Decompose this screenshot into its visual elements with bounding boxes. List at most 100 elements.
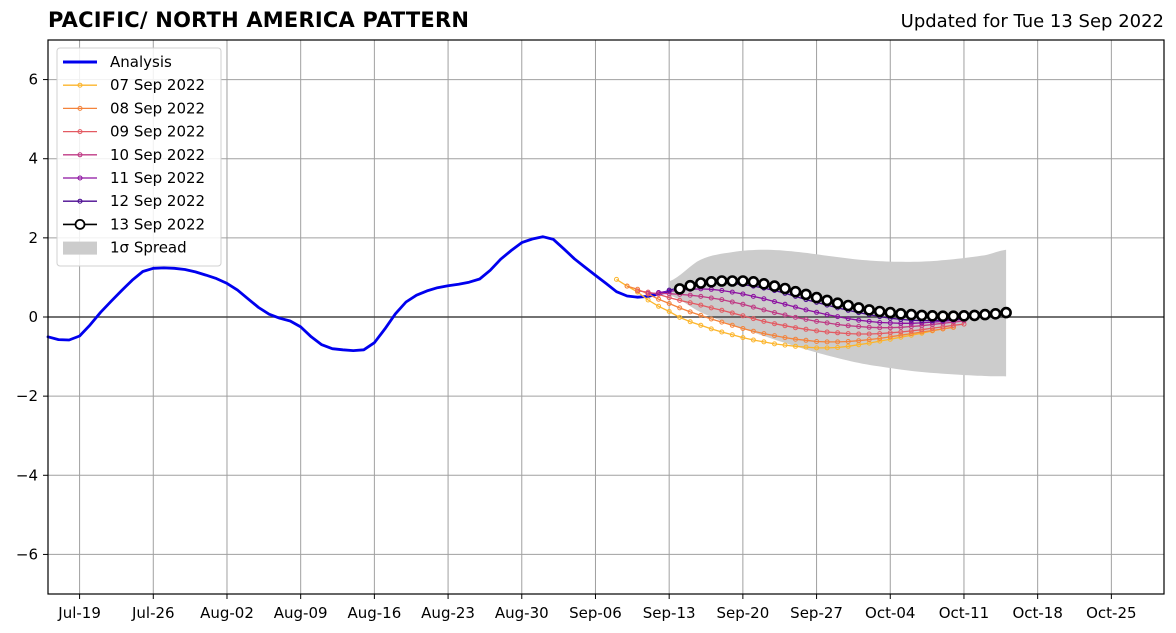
forecast-point: [1000, 306, 1012, 319]
forecast-line: [648, 292, 965, 329]
analysis-line-layer: [46, 235, 671, 353]
forecast-point: [810, 291, 823, 304]
forecast-point: [782, 335, 788, 341]
x-tick-label: Oct-25: [1086, 604, 1136, 622]
x-tick-label: Aug-09: [274, 604, 328, 622]
forecast-point: [824, 329, 830, 335]
forecast-point: [772, 310, 777, 316]
forecast-point: [793, 325, 798, 331]
forecast-point: [708, 316, 714, 322]
forecast-series: [645, 290, 967, 331]
forecast-point: [761, 339, 767, 345]
forecast-point: [772, 299, 777, 305]
legend-entry: 09 Sep 2022: [63, 123, 205, 141]
forecast-point: [715, 275, 728, 287]
forecast-point: [758, 277, 770, 290]
legend-swatch-marker: [77, 105, 83, 111]
forecast-point: [772, 341, 777, 347]
forecast-point: [645, 290, 651, 296]
forecast-point: [719, 329, 725, 335]
legend-label: 09 Sep 2022: [110, 123, 205, 141]
forecast-point: [779, 282, 791, 295]
forecast-point: [950, 322, 956, 328]
forecast-point: [698, 302, 704, 308]
forecast-point: [666, 309, 672, 314]
forecast-point: [877, 325, 883, 331]
x-axis-ticks: Jul-19 Jul-26 Aug-02 Aug-09 Aug-16 Aug-23 Aug-…: [57, 594, 1137, 622]
forecast-point: [803, 344, 809, 350]
forecast-point: [750, 293, 756, 299]
forecast-point: [750, 304, 756, 310]
forecast-point: [845, 323, 851, 329]
forecast-point: [814, 328, 820, 334]
updated-date: Updated for Tue 13 Sep 2022: [900, 11, 1164, 32]
forecast-point: [782, 301, 788, 307]
forecast-point: [961, 321, 967, 327]
forecast-point: [793, 314, 798, 320]
legend-label: Analysis: [110, 53, 172, 71]
forecast-point: [908, 331, 914, 337]
forecast-series: [673, 275, 1012, 323]
forecast-point: [719, 307, 725, 313]
forecast-point: [915, 309, 928, 322]
forecast-point: [737, 275, 749, 287]
forecast-point: [803, 337, 809, 343]
forecast-point: [729, 289, 735, 295]
x-tick-label: Aug-02: [200, 604, 254, 622]
forecast-point: [740, 301, 746, 307]
forecast-point: [666, 287, 672, 293]
forecast-point: [814, 345, 820, 351]
y-tick-label: −2: [16, 387, 38, 405]
forecast-point: [698, 293, 704, 299]
forecast-series: [624, 283, 956, 345]
forecast-point: [884, 306, 897, 319]
x-tick-label: Sep-20: [716, 604, 769, 622]
forecast-point: [863, 304, 876, 316]
forecast-point: [937, 310, 949, 323]
forecast-point: [958, 309, 970, 322]
x-tick-label: Jul-19: [57, 604, 101, 622]
forecast-point: [856, 338, 862, 344]
forecast-point: [845, 331, 851, 337]
legend-entry: 13 Sep 2022: [63, 215, 205, 233]
forecast-point: [835, 322, 841, 327]
legend-entry: Analysis: [63, 53, 172, 71]
forecast-point: [824, 345, 830, 351]
forecast-point: [800, 288, 812, 301]
forecast-point: [708, 305, 714, 311]
forecast-point: [768, 280, 781, 292]
forecast-point: [624, 283, 630, 289]
forecast-point: [898, 329, 904, 335]
forecast-line: [616, 278, 954, 349]
forecast-point: [979, 308, 991, 321]
forecast-point: [789, 285, 802, 298]
legend-entry: 1σ Spread: [63, 239, 187, 257]
forecast-point: [908, 320, 914, 326]
forecast-point: [782, 342, 788, 348]
forecast-point: [814, 309, 820, 315]
x-tick-label: Aug-30: [495, 604, 549, 622]
forecast-point: [845, 339, 851, 344]
forecast-point: [740, 313, 746, 319]
x-tick-label: Oct-18: [1012, 604, 1062, 622]
legend-label: 12 Sep 2022: [110, 192, 205, 210]
legend-label: 11 Sep 2022: [110, 169, 205, 187]
forecast-point: [708, 326, 714, 332]
forecast-point: [835, 314, 841, 320]
forecast-point: [947, 310, 960, 323]
forecast-point: [705, 275, 718, 288]
forecast-point: [898, 332, 904, 338]
forecast-point: [719, 297, 725, 303]
forecast-point: [666, 301, 672, 306]
forecast-point: [835, 345, 841, 350]
x-tick-label: Sep-27: [790, 604, 843, 622]
forecast-point: [761, 296, 767, 302]
y-tick-label: 4: [28, 150, 38, 168]
legend-entry: 12 Sep 2022: [63, 192, 205, 210]
forecast-point: [856, 324, 862, 329]
legend-label: 07 Sep 2022: [110, 76, 205, 94]
y-tick-label: −4: [16, 466, 38, 484]
forecast-point: [687, 300, 693, 306]
legend-label: 1σ Spread: [110, 239, 187, 257]
